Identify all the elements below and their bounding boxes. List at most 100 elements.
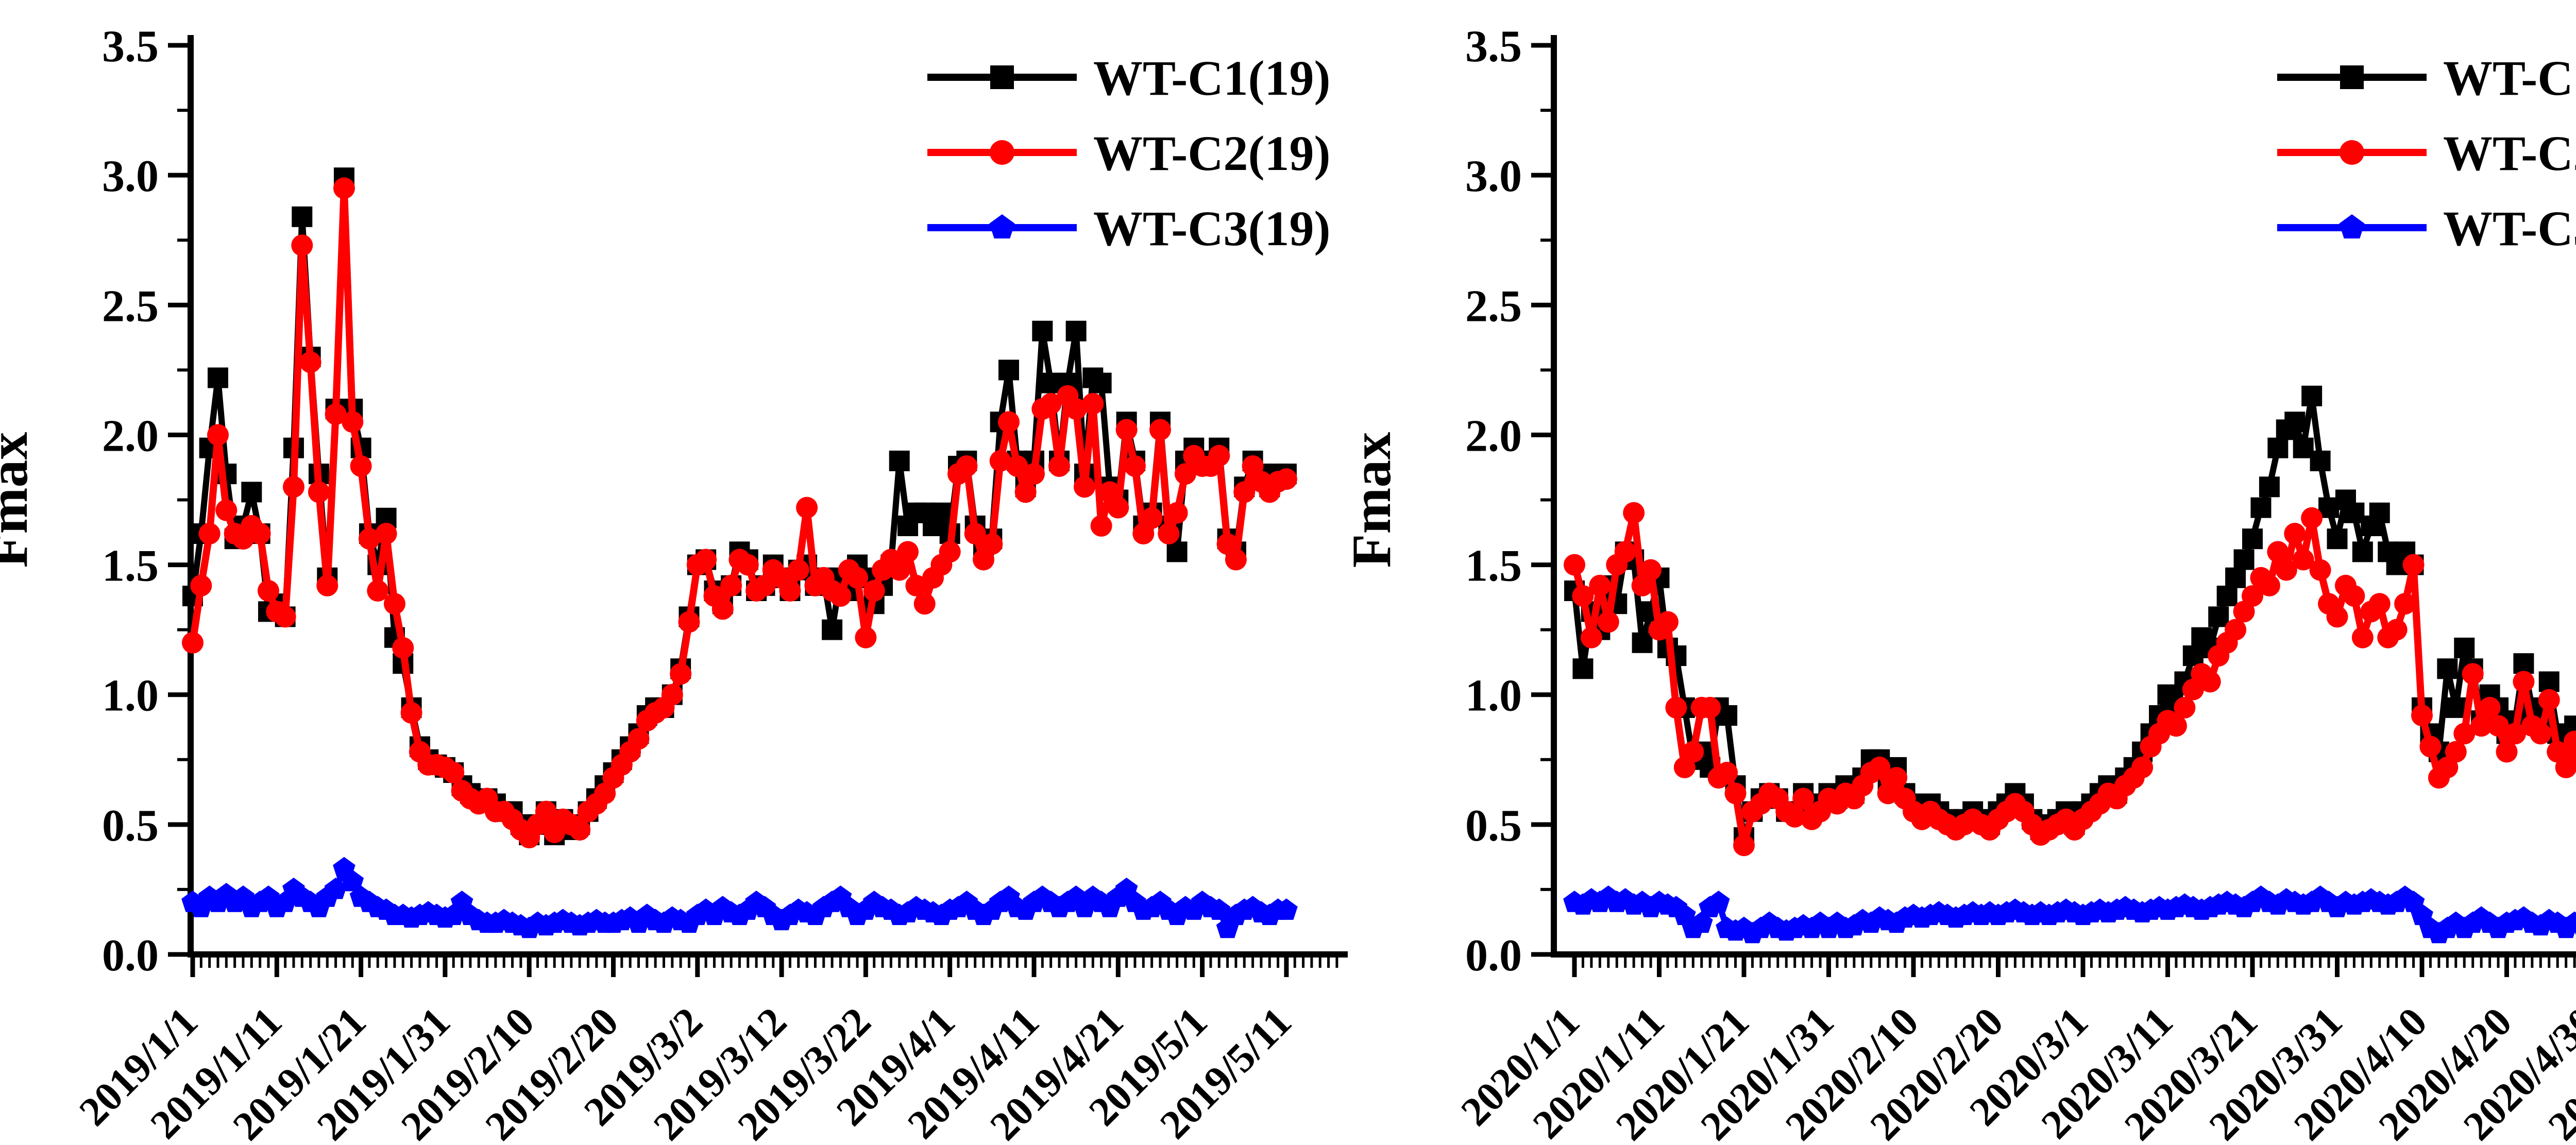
marker-wt-c2-20 <box>2487 715 2510 737</box>
marker-wt-c2-20 <box>2411 705 2433 727</box>
y-tick-label: 2.0 <box>1465 411 1522 461</box>
marker-wt-c2-20 <box>2538 689 2560 711</box>
marker-wt-c2-19 <box>1233 481 1256 503</box>
y-tick-label: 1.5 <box>102 541 159 591</box>
marker-wt-c2-19 <box>855 626 877 648</box>
legend-label: WT-C3(20) <box>2443 201 2576 256</box>
marker-wt-c2-20 <box>2572 751 2576 768</box>
marker-wt-c2-19 <box>1225 549 1247 571</box>
marker-wt-c2-20 <box>1656 611 1679 633</box>
legend-square-icon <box>2340 65 2364 89</box>
marker-wt-c2-20 <box>2292 549 2314 571</box>
marker-wt-c2-19 <box>215 499 238 521</box>
marker-wt-c2-19 <box>1107 497 1129 519</box>
marker-wt-c2-20 <box>1733 834 1755 857</box>
series-wt-c3-20 <box>1563 885 2576 944</box>
series-wt-c2-19 <box>182 177 1297 849</box>
marker-wt-c1-19 <box>931 502 952 523</box>
marker-wt-c2-20 <box>1699 696 1721 719</box>
marker-wt-c2-19 <box>956 455 978 477</box>
marker-wt-c2-20 <box>1784 806 1806 828</box>
marker-wt-c2-20 <box>2131 756 2154 778</box>
marker-wt-c1-19 <box>1065 320 1087 341</box>
marker-wt-c2-19 <box>1023 463 1045 485</box>
legend-item-3: WT-C3(20) <box>2277 201 2576 256</box>
chart-2019: 0.00.51.01.52.02.53.03.52019/1/12019/1/1… <box>0 22 1348 1145</box>
marker-wt-c1-20 <box>2310 450 2331 471</box>
legend: WT-C1(19) WT-C2(19) WT-C3(19) <box>927 50 1330 256</box>
marker-wt-c2-20 <box>2258 574 2280 596</box>
marker-wt-c2-19 <box>1040 392 1062 415</box>
marker-wt-c2-19 <box>198 523 221 545</box>
marker-wt-c2-19 <box>1141 507 1163 529</box>
marker-wt-c2-20 <box>2284 523 2306 545</box>
marker-wt-c2-19 <box>897 541 919 563</box>
marker-wt-c2-20 <box>1682 741 1704 763</box>
marker-wt-c1-20 <box>2259 476 2280 498</box>
marker-wt-c2-20 <box>1716 762 1738 783</box>
marker-wt-c2-19 <box>661 683 683 706</box>
marker-wt-c1-20 <box>2352 541 2373 562</box>
legend-label: WT-C1(20) <box>2443 50 2576 106</box>
marker-wt-c2-20 <box>2301 507 2323 529</box>
marker-wt-c2-19 <box>367 580 389 602</box>
marker-wt-c2-19 <box>711 598 734 620</box>
marker-wt-c2-19 <box>1065 398 1087 420</box>
marker-wt-c2-20 <box>2419 736 2442 758</box>
y-axis-title: Fmax <box>1341 432 1402 568</box>
marker-wt-c2-19 <box>400 702 422 724</box>
marker-wt-c2-20 <box>2496 741 2518 763</box>
marker-wt-c2-20 <box>1886 767 1908 789</box>
y-tick-label: 0.0 <box>102 931 159 981</box>
marker-wt-c2-19 <box>291 234 313 257</box>
marker-wt-c2-19 <box>1073 476 1095 498</box>
marker-wt-c2-20 <box>2174 696 2196 719</box>
marker-wt-c2-20 <box>2225 619 2247 641</box>
legend-label: WT-C2(20) <box>2443 126 2576 181</box>
marker-wt-c2-19 <box>796 497 818 519</box>
marker-wt-c2-19 <box>1090 515 1112 537</box>
y-tick-label: 1.0 <box>102 671 159 721</box>
marker-wt-c2-19 <box>846 567 869 589</box>
marker-wt-c1-20 <box>2242 528 2263 550</box>
marker-wt-c2-20 <box>1589 574 1611 596</box>
marker-wt-c2-19 <box>939 541 961 563</box>
marker-wt-c2-19 <box>358 528 380 550</box>
series-wt-c3-19 <box>181 857 1298 938</box>
marker-wt-c2-19 <box>913 593 936 615</box>
marker-wt-c1-19 <box>822 619 843 640</box>
marker-wt-c2-19 <box>888 559 910 581</box>
marker-wt-c1-19 <box>1166 541 1188 562</box>
marker-wt-c2-19 <box>863 580 885 602</box>
marker-wt-c2-20 <box>2326 606 2348 628</box>
legend-pentagon-icon <box>989 214 1015 238</box>
marker-wt-c1-20 <box>2225 567 2246 588</box>
y-tick-label: 2.0 <box>102 411 159 461</box>
marker-wt-c2-20 <box>2445 741 2467 763</box>
y-tick-label: 3.0 <box>1465 151 1522 201</box>
marker-wt-c2-19 <box>1048 455 1070 477</box>
marker-wt-c3-20 <box>2563 911 2576 933</box>
marker-wt-c1-19 <box>207 367 228 388</box>
marker-wt-c2-20 <box>2513 671 2535 693</box>
marker-wt-c2-20 <box>1623 502 1645 524</box>
marker-wt-c2-20 <box>1869 756 1891 778</box>
legend-square-icon <box>990 65 1014 89</box>
y-axis-title: Fmax <box>0 432 39 568</box>
marker-wt-c2-19 <box>182 631 204 654</box>
marker-wt-c1-20 <box>1572 658 1594 679</box>
marker-wt-c2-19 <box>190 574 212 596</box>
marker-wt-c2-19 <box>964 523 986 545</box>
marker-wt-c1-20 <box>2327 528 2348 550</box>
legend-item-1: WT-C1(19) <box>927 50 1330 106</box>
legend-label: WT-C2(19) <box>1093 126 1330 181</box>
marker-wt-c3-19 <box>341 869 364 892</box>
marker-wt-c2-19 <box>787 559 809 581</box>
marker-wt-c2-19 <box>1149 419 1171 441</box>
marker-wt-c2-20 <box>2267 541 2289 563</box>
legend-pentagon-icon <box>2339 214 2365 238</box>
marker-wt-c1-20 <box>2445 697 2466 718</box>
marker-wt-c2-20 <box>1564 554 1585 576</box>
marker-wt-c2-19 <box>905 574 927 596</box>
marker-wt-c2-19 <box>392 637 414 659</box>
